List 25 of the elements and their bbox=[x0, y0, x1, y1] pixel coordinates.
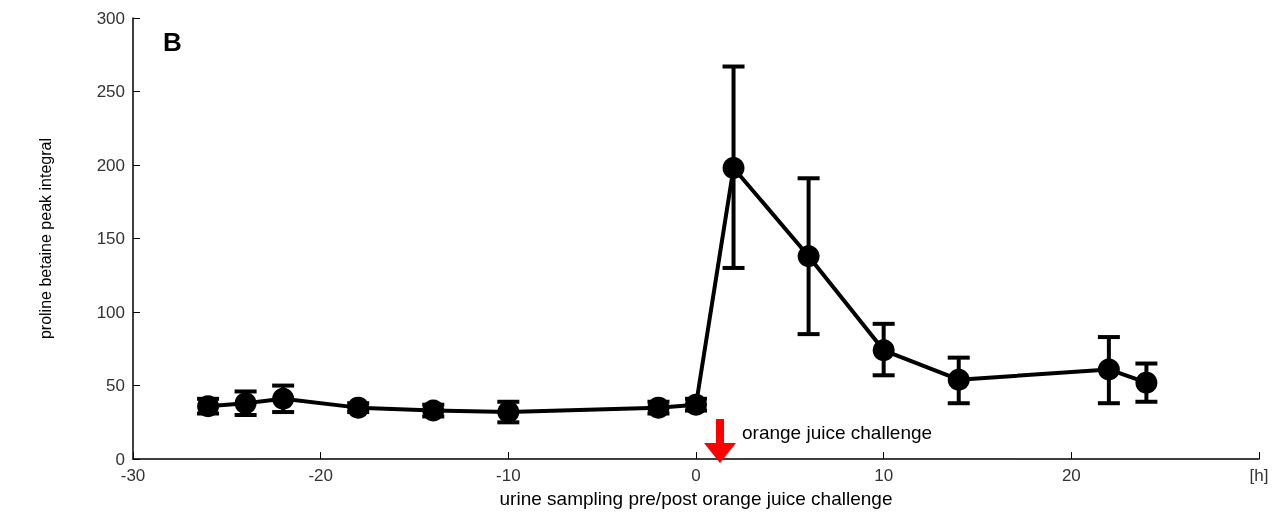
x-tick-label: 10 bbox=[874, 466, 894, 486]
y-tick-label: 300 bbox=[96, 8, 125, 28]
x-tick-label: -10 bbox=[496, 466, 521, 486]
annotation: B bbox=[163, 27, 182, 57]
point bbox=[272, 387, 295, 410]
x-tick-label: [h] bbox=[1249, 466, 1269, 486]
y-tick-label: 250 bbox=[96, 82, 125, 102]
x-tick-label: 0 bbox=[691, 466, 701, 486]
y-tick-label: 150 bbox=[96, 229, 125, 249]
y-tick-label: 0 bbox=[115, 449, 125, 469]
x-axis-title: urine sampling pre/post orange juice challenge bbox=[499, 488, 893, 509]
point bbox=[947, 368, 970, 391]
point bbox=[722, 156, 745, 179]
y-tick-label: 100 bbox=[96, 302, 125, 322]
point bbox=[797, 245, 820, 268]
x-tick-label: 20 bbox=[1061, 466, 1081, 486]
x-tick-label: -30 bbox=[120, 466, 146, 486]
y-axis-title: proline betaine peak integral bbox=[36, 138, 54, 340]
y-tick-label: 50 bbox=[106, 376, 125, 396]
point bbox=[1097, 358, 1120, 381]
y-tick-label: 200 bbox=[96, 155, 125, 175]
point bbox=[1135, 371, 1158, 394]
annotation: orange juice challenge bbox=[742, 422, 933, 443]
x-tick-label: -20 bbox=[308, 466, 333, 486]
point bbox=[872, 339, 895, 362]
